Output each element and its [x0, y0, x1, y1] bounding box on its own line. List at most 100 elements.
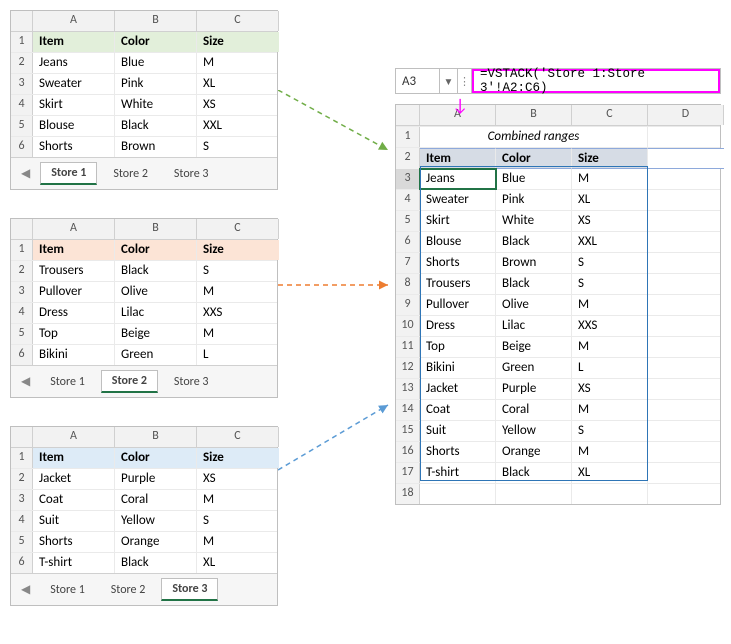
cell-color[interactable]: Yellow — [496, 421, 572, 441]
row-number[interactable]: 6 — [11, 345, 33, 365]
col-header-b[interactable]: B — [496, 105, 572, 125]
cell-item[interactable]: Sweater — [33, 74, 115, 94]
tab-store3[interactable]: Store 3 — [164, 164, 219, 184]
cell-item[interactable]: T-shirt — [33, 553, 115, 573]
cell-color[interactable]: Lilac — [496, 316, 572, 336]
cell-color[interactable]: Purple — [496, 379, 572, 399]
cell-item[interactable]: Dress — [33, 303, 115, 323]
cell-size[interactable]: S — [572, 253, 648, 273]
cell-size[interactable]: L — [572, 358, 648, 378]
col-header-b[interactable]: B — [115, 219, 197, 239]
col-header-c[interactable]: C — [197, 11, 279, 31]
cell-item[interactable]: Skirt — [33, 95, 115, 115]
cell-size[interactable]: M — [197, 532, 279, 552]
header-color[interactable]: Color — [115, 448, 197, 468]
row-number[interactable]: 16 — [396, 442, 420, 462]
empty-cell[interactable] — [648, 232, 724, 252]
cell-color[interactable]: White — [496, 211, 572, 231]
row-number[interactable]: 2 — [396, 148, 420, 169]
row-number[interactable]: 5 — [396, 211, 420, 231]
cell-color[interactable]: Blue — [115, 53, 197, 73]
cell-item[interactable]: Top — [420, 337, 496, 357]
formula-input[interactable]: =VSTACK('Store 1:Store 3'!A2:C6) — [472, 69, 720, 93]
cell-item[interactable]: Shorts — [33, 532, 115, 552]
row-number[interactable]: 14 — [396, 400, 420, 420]
cell-size[interactable]: XL — [197, 74, 279, 94]
cell-item[interactable]: Jacket — [33, 469, 115, 489]
tab-store3[interactable]: Store 3 — [164, 372, 219, 392]
cell-item[interactable]: Top — [33, 324, 115, 344]
empty-cell[interactable] — [420, 484, 496, 504]
cell-color[interactable]: Beige — [115, 324, 197, 344]
cell-size[interactable]: S — [197, 511, 279, 531]
col-header-a[interactable]: A — [33, 219, 115, 239]
tab-nav-prev-icon[interactable]: ◀ — [17, 166, 34, 181]
cell-item[interactable]: T-shirt — [420, 463, 496, 483]
empty-cell[interactable] — [648, 463, 724, 483]
tab-nav-prev-icon[interactable]: ◀ — [17, 374, 34, 389]
row-number[interactable]: 4 — [11, 303, 33, 323]
empty-cell[interactable] — [648, 316, 724, 336]
empty-cell[interactable] — [648, 484, 724, 504]
cell-item[interactable]: Blouse — [420, 232, 496, 252]
header-size[interactable]: Size — [572, 148, 648, 169]
cell-color[interactable]: Brown — [496, 253, 572, 273]
cell-item[interactable]: Skirt — [420, 211, 496, 231]
row-number[interactable]: 3 — [11, 74, 33, 94]
cell-color[interactable]: Brown — [115, 137, 197, 157]
cell-color[interactable]: Pink — [496, 190, 572, 210]
cell-size[interactable]: XS — [197, 95, 279, 115]
cell-size[interactable]: S — [572, 274, 648, 294]
empty-cell[interactable] — [648, 295, 724, 315]
empty-cell[interactable] — [496, 484, 572, 504]
tab-store1[interactable]: Store 1 — [40, 372, 95, 392]
row-number[interactable]: 5 — [11, 532, 33, 552]
empty-cell[interactable] — [648, 169, 724, 189]
cell-color[interactable]: Green — [496, 358, 572, 378]
row-number[interactable]: 15 — [396, 421, 420, 441]
cell-size[interactable]: XS — [572, 379, 648, 399]
name-box-dropdown-icon[interactable]: ▼ — [440, 69, 458, 93]
tab-store2[interactable]: Store 2 — [101, 370, 158, 393]
col-header-c[interactable]: C — [197, 427, 279, 447]
empty-cell[interactable] — [648, 190, 724, 210]
row-number[interactable]: 5 — [11, 116, 33, 136]
row-number[interactable]: 12 — [396, 358, 420, 378]
row-number[interactable]: 2 — [11, 53, 33, 73]
cell-size[interactable]: S — [572, 421, 648, 441]
empty-cell[interactable] — [648, 400, 724, 420]
empty-cell[interactable] — [648, 253, 724, 273]
cell-color[interactable]: Beige — [496, 337, 572, 357]
cell-item[interactable]: Jeans — [33, 53, 115, 73]
cell-color[interactable]: Black — [115, 116, 197, 136]
cell-size[interactable]: M — [572, 295, 648, 315]
cell-color[interactable]: Orange — [496, 442, 572, 462]
cell-size[interactable]: XL — [572, 463, 648, 483]
row-number[interactable]: 1 — [11, 448, 33, 468]
cell-size[interactable]: XXL — [197, 116, 279, 136]
cell-size[interactable]: M — [572, 169, 648, 189]
cell-item[interactable]: Bikini — [33, 345, 115, 365]
cell-item[interactable]: Blouse — [33, 116, 115, 136]
cell-color[interactable]: Black — [496, 274, 572, 294]
cell-size[interactable]: M — [572, 400, 648, 420]
col-header-c[interactable]: C — [197, 219, 279, 239]
header-item[interactable]: Item — [33, 32, 115, 52]
row-number[interactable]: 8 — [396, 274, 420, 294]
row-number[interactable]: 4 — [396, 190, 420, 210]
cell-item[interactable]: Suit — [33, 511, 115, 531]
cell-color[interactable]: Yellow — [115, 511, 197, 531]
col-header-a[interactable]: A — [420, 105, 496, 125]
cell-color[interactable]: Black — [115, 553, 197, 573]
row-number[interactable]: 6 — [11, 137, 33, 157]
col-header-b[interactable]: B — [115, 11, 197, 31]
empty-cell[interactable] — [648, 274, 724, 294]
row-number[interactable]: 4 — [11, 95, 33, 115]
cell-item[interactable]: Trousers — [420, 274, 496, 294]
header-size[interactable]: Size — [197, 240, 279, 260]
empty-cell[interactable] — [648, 421, 724, 441]
cell-item[interactable]: Dress — [420, 316, 496, 336]
empty-cell[interactable] — [648, 337, 724, 357]
cell-color[interactable]: Green — [115, 345, 197, 365]
cell-color[interactable]: Black — [496, 232, 572, 252]
